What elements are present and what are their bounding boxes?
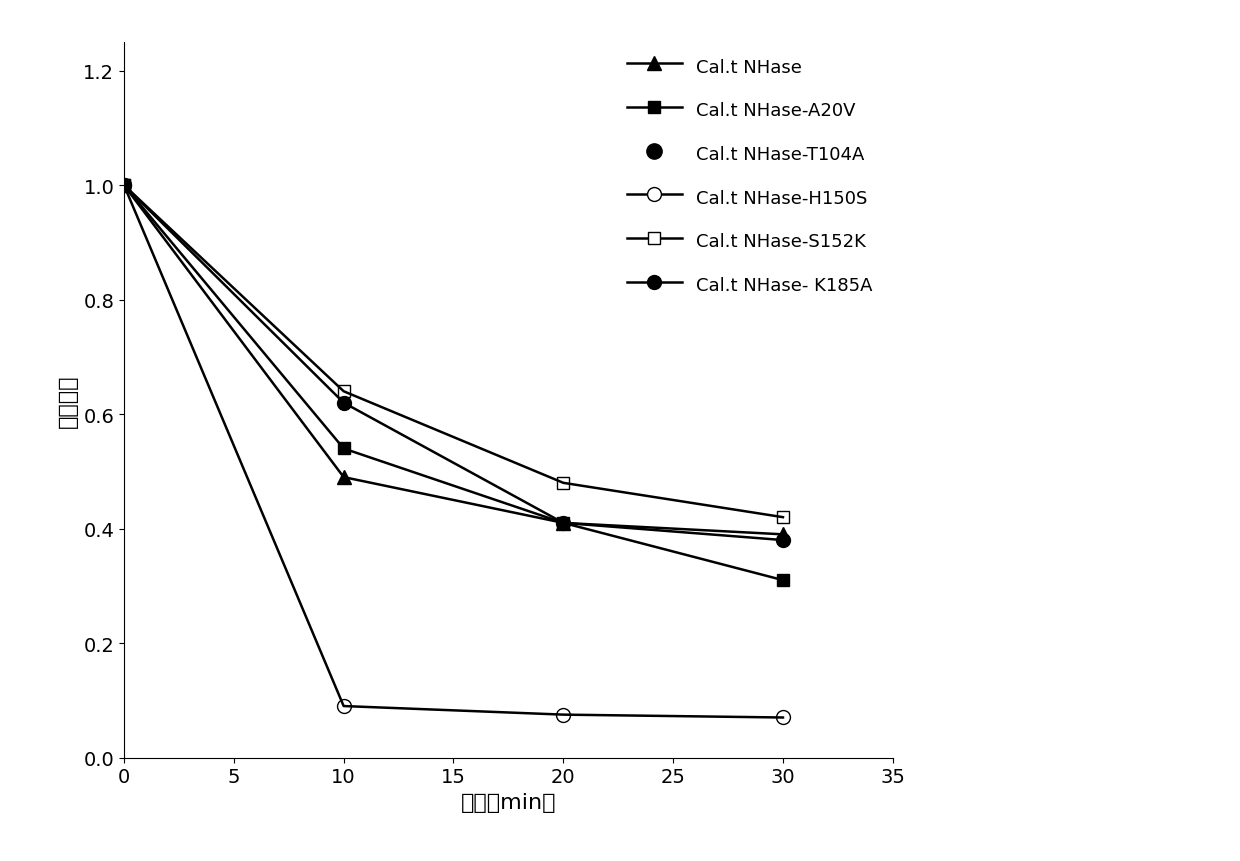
Legend: Cal.t NHase, Cal.t NHase-A20V, Cal.t NHase-T104A, Cal.t NHase-H150S, Cal.t NHase: Cal.t NHase, Cal.t NHase-A20V, Cal.t NHa… — [620, 48, 879, 303]
Y-axis label: 相对酶活: 相对酶活 — [58, 374, 78, 427]
X-axis label: 时间（min）: 时间（min） — [460, 792, 557, 812]
